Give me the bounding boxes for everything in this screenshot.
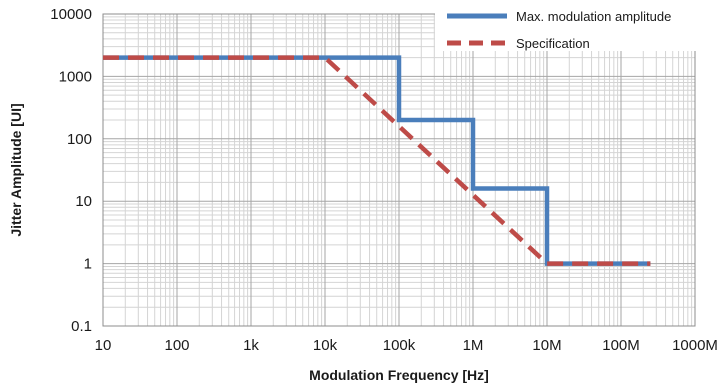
y-tick-label: 0.1 <box>71 318 92 335</box>
y-tick-label: 1000 <box>59 68 92 85</box>
legend-label-specification: Specification <box>516 36 590 51</box>
x-tick-label: 10k <box>313 337 338 354</box>
y-tick-label: 10 <box>75 193 92 210</box>
y-axis-title: Jitter Amplitude [UI] <box>8 103 24 236</box>
x-tick-label: 100 <box>164 337 189 354</box>
x-tick-labels: 10 100 1k 10k 100k 1M 10M 100M 1000M <box>95 337 718 354</box>
legend-label-max-modulation: Max. modulation amplitude <box>516 9 671 24</box>
y-tick-label: 1 <box>84 256 92 273</box>
series-line-specification <box>103 55 651 266</box>
x-tick-label: 1k <box>243 337 259 354</box>
x-tick-label: 10 <box>95 337 112 354</box>
y-tick-label: 100 <box>67 131 92 148</box>
x-tick-label: 100M <box>602 337 640 354</box>
y-tick-labels: 0.1 1 10 100 1000 10000 <box>50 6 92 335</box>
plot-area-frame <box>102 13 696 327</box>
x-tick-label: 10M <box>532 337 561 354</box>
series-layer <box>103 55 651 266</box>
legend: Max. modulation amplitude Specification <box>435 1 705 51</box>
x-tick-label: 1000M <box>672 337 718 354</box>
x-axis-title: Modulation Frequency [Hz] <box>309 367 489 383</box>
y-tick-label: 10000 <box>50 6 92 23</box>
x-tick-label: 1M <box>463 337 484 354</box>
series-line-max-modulation <box>103 55 651 266</box>
x-tick-label: 100k <box>383 337 416 354</box>
